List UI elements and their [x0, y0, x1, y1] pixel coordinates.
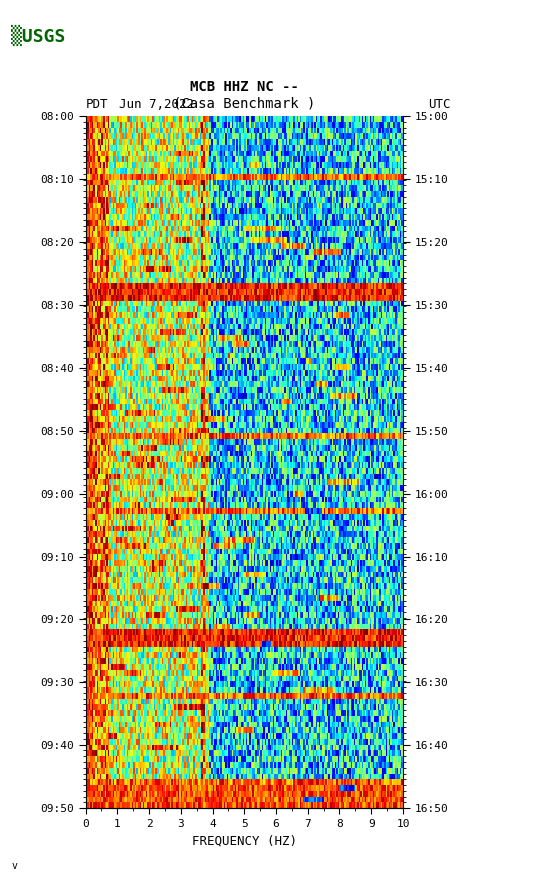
X-axis label: FREQUENCY (HZ): FREQUENCY (HZ) — [192, 834, 297, 847]
Text: MCB HHZ NC --: MCB HHZ NC -- — [189, 79, 299, 94]
Text: UTC: UTC — [428, 97, 450, 111]
Text: ▒USGS: ▒USGS — [11, 25, 66, 46]
Text: (Casa Benchmark ): (Casa Benchmark ) — [173, 96, 315, 111]
Text: v: v — [11, 861, 17, 871]
Text: Jun 7,2022: Jun 7,2022 — [119, 97, 194, 111]
Text: PDT: PDT — [86, 97, 108, 111]
